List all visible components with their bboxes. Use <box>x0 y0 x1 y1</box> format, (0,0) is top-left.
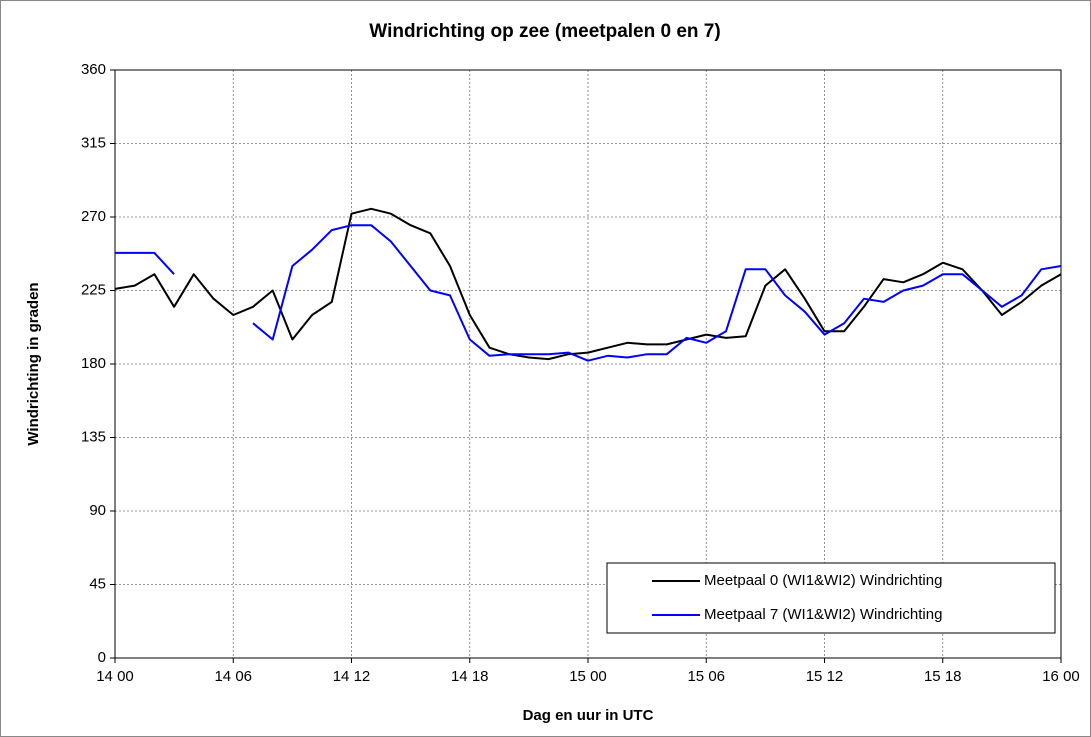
x-tick-label: 15 06 <box>687 668 725 685</box>
y-tick-label: 315 <box>81 134 106 151</box>
y-tick-label: 0 <box>98 649 106 666</box>
legend-box <box>606 562 1056 634</box>
chart-title: Windrichting op zee (meetpalen 0 en 7) <box>369 21 720 42</box>
y-tick-label: 135 <box>81 428 106 445</box>
x-tick-label: 15 18 <box>924 668 962 685</box>
y-tick-label: 180 <box>81 355 106 372</box>
y-tick-label: 360 <box>81 61 106 78</box>
y-axis-title: Windrichting in graden <box>25 282 42 445</box>
series-line <box>115 224 1062 362</box>
x-tick-label: 14 12 <box>333 668 371 685</box>
plot-border <box>114 69 1062 659</box>
x-tick-label: 16 00 <box>1042 668 1080 685</box>
y-tick-label: 270 <box>81 208 106 225</box>
y-tick-label: 90 <box>89 502 106 519</box>
x-axis-title: Dag en uur in UTC <box>523 707 654 724</box>
legend-label: Meetpaal 7 (WI1&WI2) Windrichting <box>704 606 942 623</box>
legend: Meetpaal 0 (WI1&WI2) Windrichting Meetpaa… <box>606 562 1056 634</box>
x-tick-label: 15 00 <box>569 668 607 685</box>
y-tick-label: 45 <box>89 575 106 592</box>
legend-label: Meetpaal 0 (WI1&WI2) Windrichting <box>704 572 942 589</box>
series-line <box>114 207 1062 361</box>
y-tick-label: 225 <box>81 281 106 298</box>
x-tick-label: 15 12 <box>806 668 844 685</box>
x-tick-label: 14 18 <box>451 668 489 685</box>
x-tick-label: 14 00 <box>96 668 134 685</box>
x-tick-label: 14 06 <box>214 668 252 685</box>
